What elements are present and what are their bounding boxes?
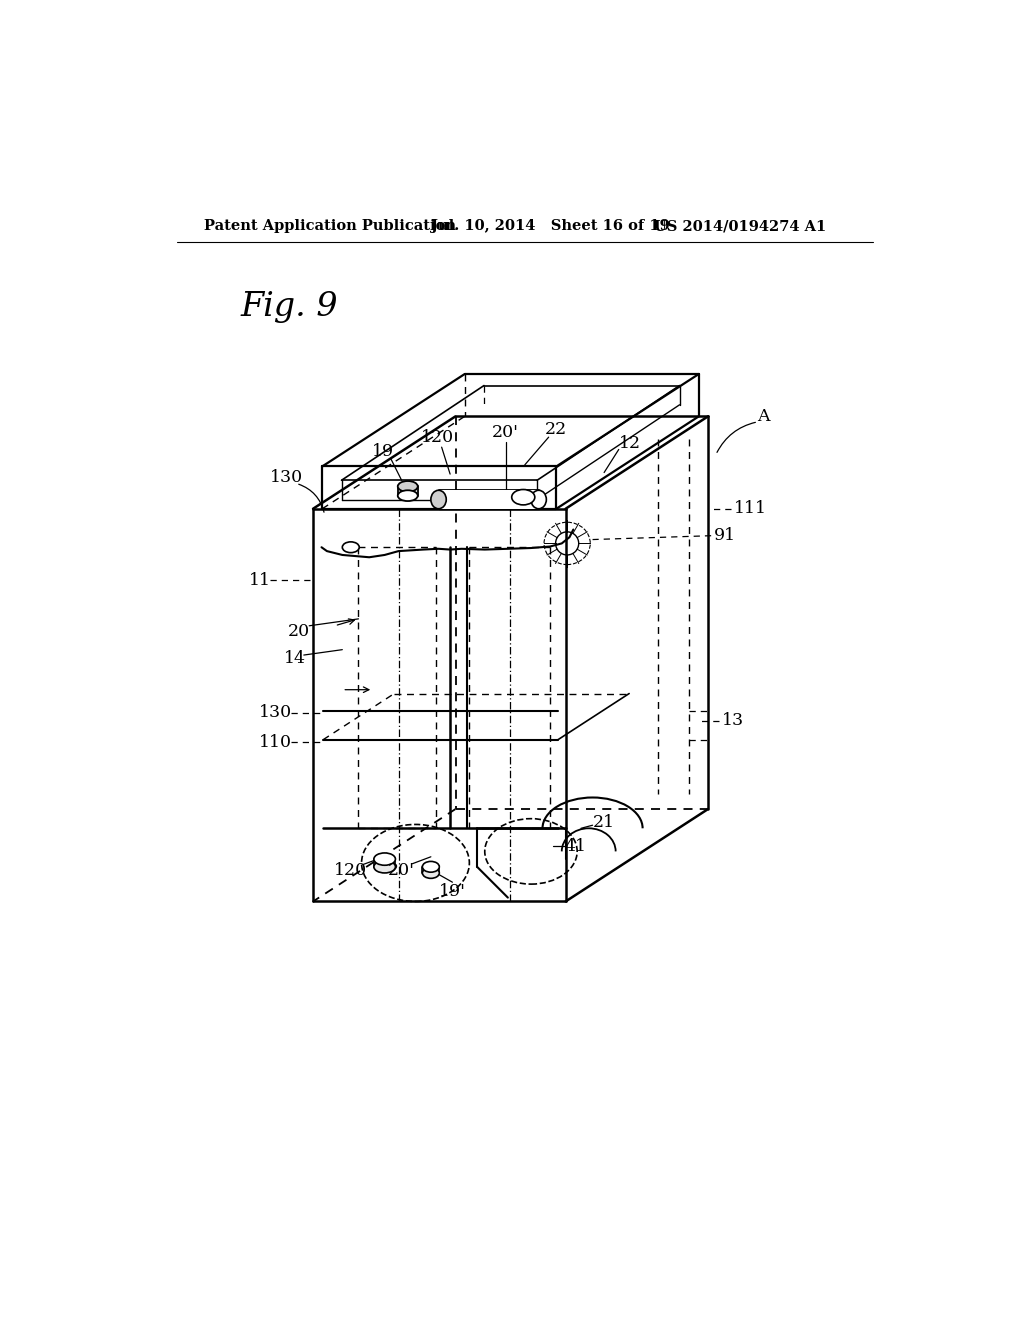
Polygon shape xyxy=(438,490,539,508)
Text: 120: 120 xyxy=(421,429,454,446)
Text: 19': 19' xyxy=(439,883,466,900)
Ellipse shape xyxy=(422,862,439,873)
Ellipse shape xyxy=(342,541,359,553)
Ellipse shape xyxy=(374,861,395,873)
Ellipse shape xyxy=(531,490,547,508)
Text: 22: 22 xyxy=(545,421,567,438)
Text: 13: 13 xyxy=(722,711,744,729)
Text: 20': 20' xyxy=(388,862,415,879)
Ellipse shape xyxy=(397,490,418,502)
Ellipse shape xyxy=(397,480,418,492)
Ellipse shape xyxy=(374,853,395,866)
Text: 120: 120 xyxy=(334,862,367,879)
Text: Fig. 9: Fig. 9 xyxy=(241,292,338,323)
Text: 130: 130 xyxy=(259,705,292,721)
Text: 14: 14 xyxy=(284,651,305,668)
Text: 110: 110 xyxy=(259,734,292,751)
Text: 91: 91 xyxy=(714,527,735,544)
Text: A: A xyxy=(758,408,770,425)
Text: 19: 19 xyxy=(372,442,394,459)
Ellipse shape xyxy=(512,490,535,506)
Text: 130: 130 xyxy=(269,470,303,487)
Ellipse shape xyxy=(431,490,446,508)
Text: US 2014/0194274 A1: US 2014/0194274 A1 xyxy=(654,219,826,234)
Text: 20: 20 xyxy=(288,623,309,640)
Text: 21: 21 xyxy=(593,813,615,830)
Text: Jul. 10, 2014   Sheet 16 of 19: Jul. 10, 2014 Sheet 16 of 19 xyxy=(431,219,670,234)
Text: 11: 11 xyxy=(249,572,271,589)
Text: 41: 41 xyxy=(564,837,587,854)
Text: 20': 20' xyxy=(493,424,519,441)
Ellipse shape xyxy=(422,867,439,878)
Text: Patent Application Publication: Patent Application Publication xyxy=(204,219,456,234)
Text: 111: 111 xyxy=(733,500,767,517)
Text: 12: 12 xyxy=(618,434,641,451)
